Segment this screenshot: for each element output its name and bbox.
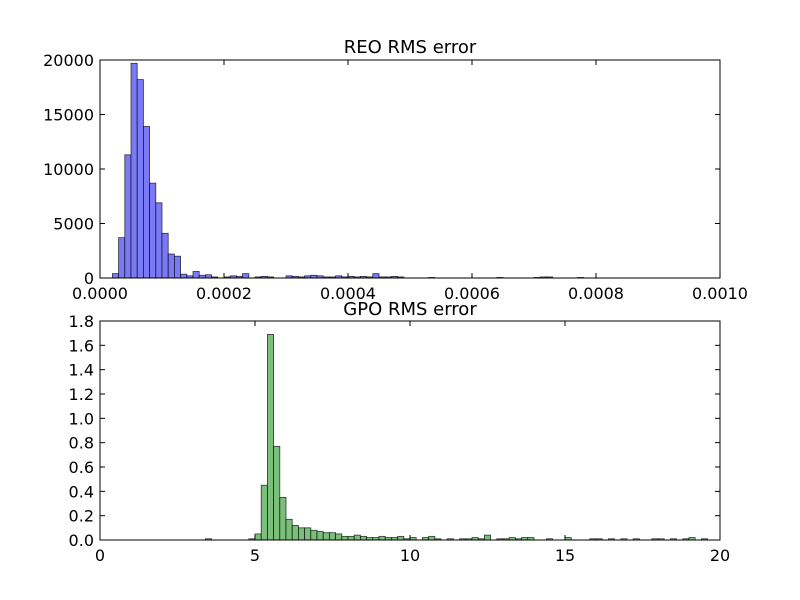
gpo-bar	[285, 518, 293, 541]
reo-bar	[161, 232, 169, 279]
gpo-bar	[397, 535, 405, 541]
reo-bar	[192, 271, 200, 279]
gpo-bar	[266, 333, 274, 541]
gpo-bar	[297, 527, 305, 541]
reo-ytick-label: 20000	[43, 51, 94, 70]
gpo-xtick-label: 10	[400, 546, 420, 565]
gpo-ytick-label: 1.4	[69, 361, 94, 380]
gpo-subplot: GPO RMS error 0 5 10 15 20 0.0 0.2 0.4 0.6 0.8 1.0…	[69, 299, 731, 565]
reo-xtick-label: 0.0004	[320, 284, 376, 303]
reo-bar	[173, 255, 181, 279]
reo-bar	[130, 62, 138, 279]
reo-ytick-label: 5000	[53, 215, 94, 234]
reo-bar	[155, 202, 163, 279]
gpo-bar	[273, 445, 281, 541]
reo-bar	[112, 273, 120, 279]
gpo-xtick-label: 15	[555, 546, 575, 565]
reo-bar	[118, 237, 126, 279]
gpo-xtick-label: 20	[710, 546, 730, 565]
gpo-bar	[341, 535, 349, 541]
reo-ytick-label: 10000	[43, 160, 94, 179]
reo-xtick-label: 0.0000	[72, 284, 128, 303]
gpo-plot-frame	[99, 320, 721, 541]
reo-xtick-label: 0.0002	[196, 284, 252, 303]
reo-bar	[136, 79, 144, 279]
gpo-title: GPO RMS error	[343, 299, 477, 320]
reo-xtick-label: 0.0006	[444, 284, 500, 303]
gpo-ytick-label: 1.8	[69, 312, 94, 331]
reo-plot-frame	[99, 59, 721, 279]
reo-subplot: REO RMS error 0.0000 0.0002 0.0004 0.0006 0.…	[43, 37, 748, 303]
gpo-bar	[310, 529, 318, 541]
gpo-bars	[204, 333, 709, 541]
gpo-bar	[328, 532, 336, 541]
gpo-bar	[378, 535, 386, 541]
gpo-bar	[260, 484, 268, 541]
gpo-bar	[279, 497, 287, 541]
gpo-bar	[347, 535, 355, 541]
reo-bar	[124, 154, 132, 279]
gpo-xtick-label: 5	[250, 546, 260, 565]
reo-bar	[142, 126, 150, 279]
gpo-bar	[359, 535, 367, 541]
reo-bar	[149, 182, 157, 279]
reo-title: REO RMS error	[344, 37, 477, 58]
gpo-bar	[428, 535, 436, 541]
gpo-ticks: 0 5 10 15 20 0.0 0.2 0.4 0.6 0.8 1.0 1.2 1.4 1.6 1.8	[69, 312, 731, 565]
gpo-ytick-label: 0.6	[69, 458, 94, 477]
gpo-bar	[353, 534, 361, 541]
reo-bar	[242, 273, 250, 279]
gpo-ytick-label: 1.2	[69, 385, 94, 404]
gpo-ytick-label: 0.2	[69, 507, 94, 526]
gpo-ytick-label: 1.6	[69, 336, 94, 355]
reo-bar	[167, 253, 175, 279]
reo-bar	[372, 273, 380, 279]
gpo-ytick-label: 0.0	[69, 531, 94, 550]
reo-ticks: 0.0000 0.0002 0.0004 0.0006 0.0008 0.0010 0 500…	[43, 51, 748, 303]
gpo-bar	[322, 532, 330, 541]
gpo-ytick-label: 1.0	[69, 409, 94, 428]
gpo-bar	[483, 534, 491, 541]
reo-ytick-label: 0	[84, 269, 94, 288]
gpo-bar	[254, 533, 262, 541]
reo-ytick-label: 15000	[43, 106, 94, 125]
gpo-ytick-label: 0.8	[69, 434, 94, 453]
gpo-bar	[291, 525, 299, 541]
gpo-bar	[304, 527, 312, 541]
gpo-bar	[316, 531, 324, 541]
reo-xtick-label: 0.0008	[568, 284, 624, 303]
reo-bar	[180, 273, 188, 279]
reo-xtick-label: 0.0010	[692, 284, 748, 303]
gpo-xtick-label: 0	[95, 546, 105, 565]
gpo-bar	[335, 533, 343, 541]
gpo-ytick-label: 0.4	[69, 482, 94, 501]
